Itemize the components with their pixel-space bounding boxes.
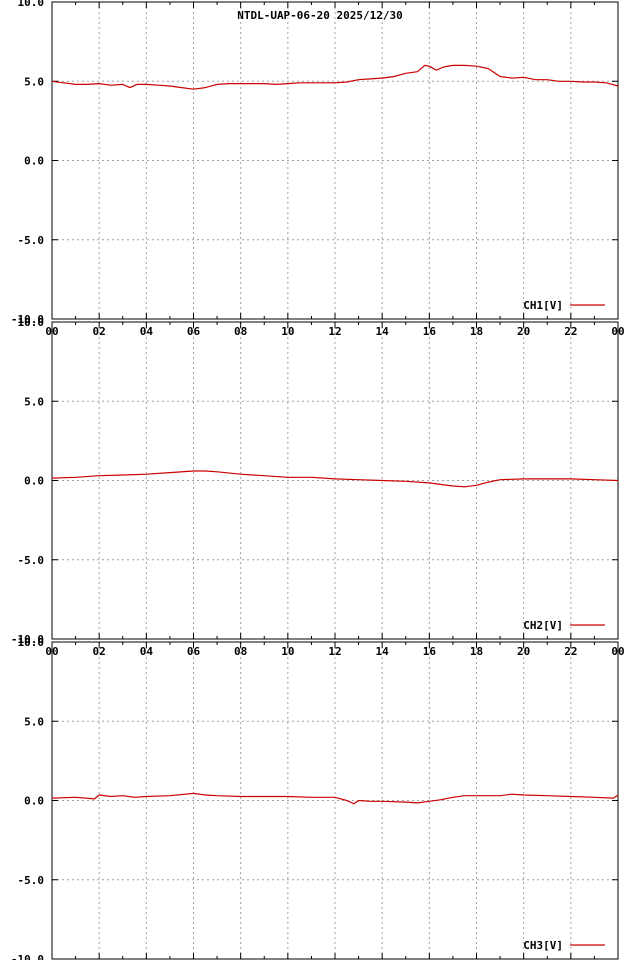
x-tick-label: 18 bbox=[470, 325, 483, 338]
x-tick-label: 02 bbox=[93, 645, 106, 658]
y-tick-label: -10.0 bbox=[11, 633, 44, 646]
x-tick-label: 18 bbox=[470, 645, 483, 658]
x-tick-label: 16 bbox=[423, 325, 437, 338]
x-tick-label: 10 bbox=[281, 645, 294, 658]
y-tick-label: -10.0 bbox=[11, 953, 44, 960]
x-tick-label: 04 bbox=[140, 325, 154, 338]
legend-label: CH3[V] bbox=[523, 939, 563, 952]
y-tick-label: 5.0 bbox=[24, 75, 44, 88]
y-tick-label: 10.0 bbox=[18, 0, 45, 9]
y-tick-label: 5.0 bbox=[24, 715, 44, 728]
y-tick-label: 0.0 bbox=[24, 475, 44, 488]
series-line-CH2[V] bbox=[51, 470, 619, 488]
x-tick-label: 20 bbox=[517, 325, 530, 338]
x-tick-label: 12 bbox=[328, 325, 341, 338]
x-tick-label: 04 bbox=[140, 645, 154, 658]
series-line-CH1[V] bbox=[51, 64, 619, 90]
y-tick-label: -5.0 bbox=[18, 874, 45, 887]
y-tick-label: -10.0 bbox=[11, 313, 44, 326]
legend-label: CH2[V] bbox=[523, 619, 563, 632]
x-tick-label: 06 bbox=[187, 325, 201, 338]
series-line-CH3[V] bbox=[51, 792, 619, 805]
y-tick-label: 10.0 bbox=[18, 316, 45, 329]
x-tick-label: 22 bbox=[564, 325, 577, 338]
y-tick-label: -5.0 bbox=[18, 554, 45, 567]
chart-panel-2: 00 02 04 06 08 10 12 14 16 18 20 22 0010.05.00.0-5.0… bbox=[11, 316, 625, 658]
x-tick-label: 14 bbox=[376, 325, 390, 338]
x-tick-label: 10 bbox=[281, 325, 294, 338]
y-tick-label: 5.0 bbox=[24, 395, 44, 408]
x-tick-label: 20 bbox=[517, 645, 530, 658]
chart-panel-1: 00 02 04 06 08 10 12 14 16 18 20 22 0010.05.00.0-5.0… bbox=[11, 0, 625, 338]
x-tick-label: 12 bbox=[328, 645, 341, 658]
y-tick-label: 0.0 bbox=[24, 795, 44, 808]
y-tick-label: 10.0 bbox=[18, 636, 45, 649]
chart-panel-3: 0002040608101214161820220010.05.00.0-5.0… bbox=[11, 636, 619, 960]
x-tick-label: 22 bbox=[564, 645, 577, 658]
x-tick-label: 06 bbox=[187, 645, 201, 658]
legend-label: CH1[V] bbox=[523, 299, 563, 312]
y-tick-label: 0.0 bbox=[24, 155, 44, 168]
x-tick-label: 16 bbox=[423, 645, 437, 658]
chart-title: NTDL-UAP-06-20 2025/12/30 bbox=[237, 9, 403, 22]
x-tick-label: 02 bbox=[93, 325, 106, 338]
x-tick-label: 08 bbox=[234, 325, 247, 338]
x-tick-label: 14 bbox=[376, 645, 390, 658]
x-tick-label: 08 bbox=[234, 645, 247, 658]
y-tick-label: -5.0 bbox=[18, 234, 45, 247]
